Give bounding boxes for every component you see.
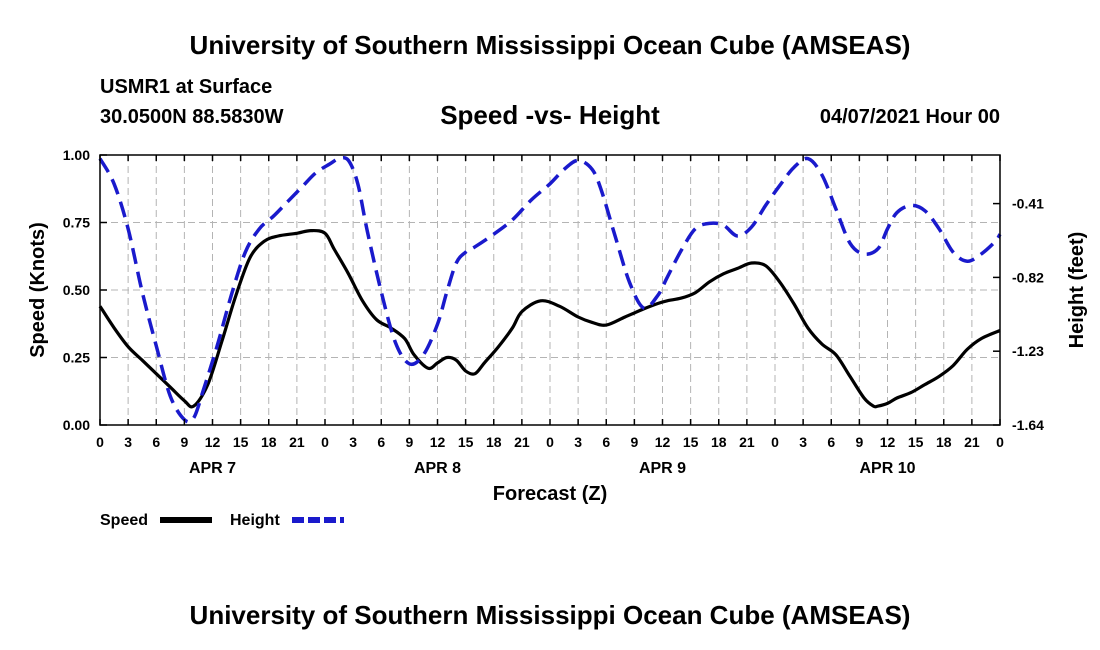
x-tick-label: 9 bbox=[855, 434, 863, 450]
footer-title: University of Southern Mississippi Ocean… bbox=[189, 600, 911, 630]
x-tick-label: 0 bbox=[321, 434, 329, 450]
x-tick-label: 18 bbox=[261, 434, 277, 450]
x-tick-label: 9 bbox=[405, 434, 413, 450]
y-tick-label: 0.75 bbox=[63, 215, 90, 231]
x-tick-label: 21 bbox=[739, 434, 755, 450]
x-tick-label: 6 bbox=[827, 434, 835, 450]
x-tick-label: 12 bbox=[205, 434, 221, 450]
x-tick-label: 0 bbox=[96, 434, 104, 450]
x-tick-label: 6 bbox=[152, 434, 160, 450]
chart-title: University of Southern Mississippi Ocean… bbox=[189, 30, 911, 60]
x-tick-label: 3 bbox=[574, 434, 582, 450]
x-tick-label: 15 bbox=[458, 434, 474, 450]
speed-series-line bbox=[98, 228, 1001, 409]
day-label: APR 8 bbox=[414, 460, 461, 477]
x-tick-label: 3 bbox=[349, 434, 357, 450]
grid bbox=[100, 155, 1000, 425]
x-tick-label: 3 bbox=[799, 434, 807, 450]
x-tick-label: 21 bbox=[289, 434, 305, 450]
x-tick-label: 18 bbox=[936, 434, 952, 450]
y-axis-label: Speed (Knots) bbox=[27, 222, 49, 358]
station-label: USMR1 at Surface bbox=[100, 76, 273, 98]
x-tick-label: 18 bbox=[486, 434, 502, 450]
y2-tick-label: -1.23 bbox=[1012, 343, 1044, 359]
height-series-line bbox=[98, 155, 1002, 424]
day-label: APR 7 bbox=[189, 460, 236, 477]
y-axis-right: -1.64 -1.23 -0.82 -0.41 bbox=[993, 196, 1044, 433]
x-tick-label: 12 bbox=[655, 434, 671, 450]
series-layer bbox=[98, 155, 1002, 424]
coordinates-label: 30.0500N 88.5830W bbox=[100, 106, 284, 128]
x-axis: 0 3 6 9 12 15 18 21 0 3 6 9 12 15 18 21 0 3 6 9 12 15 18 21 0 3 6 9… bbox=[96, 155, 1004, 477]
x-tick-label: 0 bbox=[546, 434, 554, 450]
y2-axis-label: Height (feet) bbox=[1066, 232, 1088, 349]
x-axis-label: Forecast (Z) bbox=[493, 483, 607, 505]
x-tick-label: 6 bbox=[377, 434, 385, 450]
x-tick-label: 18 bbox=[711, 434, 727, 450]
x-tick-label: 21 bbox=[964, 434, 980, 450]
day-label: APR 10 bbox=[859, 460, 915, 477]
x-tick-label: 15 bbox=[683, 434, 699, 450]
x-tick-label: 21 bbox=[514, 434, 530, 450]
x-tick-label: 0 bbox=[771, 434, 779, 450]
x-tick-label: 15 bbox=[233, 434, 249, 450]
x-tick-label: 0 bbox=[996, 434, 1004, 450]
x-tick-label: 9 bbox=[180, 434, 188, 450]
y-tick-label: 0.50 bbox=[63, 282, 90, 298]
y-tick-label: 0.00 bbox=[63, 417, 90, 433]
x-tick-label: 12 bbox=[430, 434, 446, 450]
y-tick-label: 1.00 bbox=[63, 147, 90, 163]
y-tick-label: 0.25 bbox=[63, 350, 90, 366]
legend-label-height: Height bbox=[230, 512, 280, 529]
day-label: APR 9 bbox=[639, 460, 686, 477]
y2-tick-label: -1.64 bbox=[1012, 417, 1044, 433]
x-tick-label: 9 bbox=[630, 434, 638, 450]
chart-subtitle: Speed -vs- Height bbox=[440, 100, 660, 130]
x-tick-label: 6 bbox=[602, 434, 610, 450]
y2-tick-label: -0.82 bbox=[1012, 269, 1044, 285]
x-tick-label: 12 bbox=[880, 434, 896, 450]
y-axis-left: 0.00 0.25 0.50 0.75 1.00 bbox=[63, 147, 107, 433]
x-tick-label: 3 bbox=[124, 434, 132, 450]
legend: Speed Height bbox=[100, 512, 344, 529]
legend-label-speed: Speed bbox=[100, 512, 148, 529]
y2-tick-label: -0.41 bbox=[1012, 196, 1044, 212]
datetime-label: 04/07/2021 Hour 00 bbox=[819, 106, 1000, 128]
x-tick-label: 15 bbox=[908, 434, 924, 450]
